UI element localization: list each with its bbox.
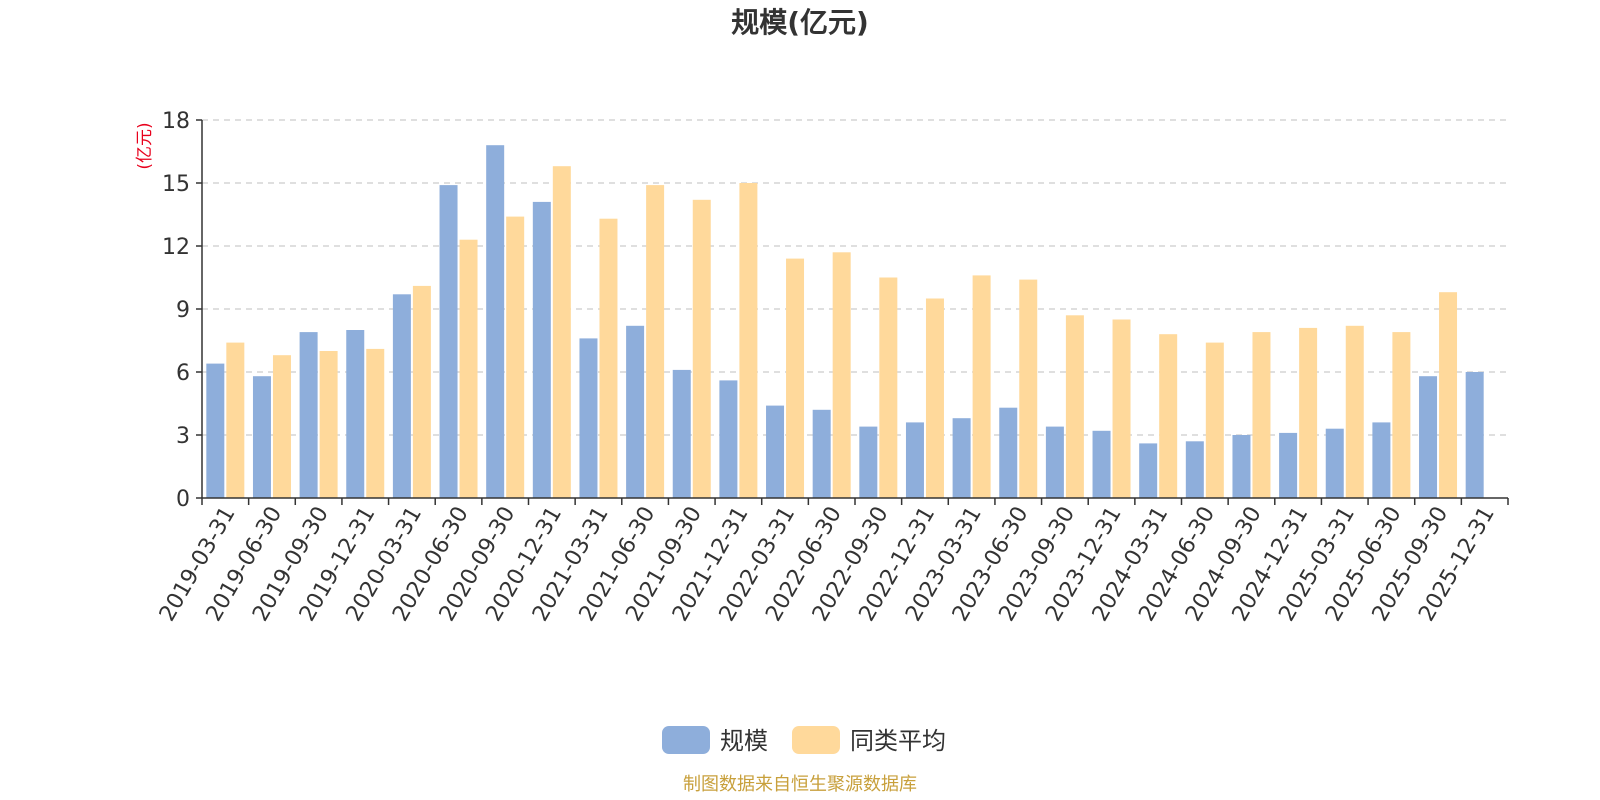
bar-scale	[1185, 441, 1204, 498]
bar-scale	[439, 185, 458, 498]
bar-scale	[252, 376, 271, 498]
bar-peer-average	[1112, 319, 1131, 498]
y-axis-ticks: 0 3 6 9 12 15 18	[162, 109, 202, 512]
bar-scale	[1325, 428, 1344, 498]
bar-scale	[1419, 376, 1438, 498]
bar-peer-average	[646, 185, 665, 498]
bar-scale	[206, 363, 225, 498]
bar-peer-average	[1439, 292, 1458, 498]
bar-peer-average	[552, 166, 571, 498]
bar-peer-average	[879, 277, 898, 498]
bar-scale	[1045, 426, 1064, 498]
y-tick-label: 9	[176, 298, 190, 323]
bar-peer-average	[272, 355, 291, 498]
bar-peer-average	[1065, 315, 1084, 498]
legend-swatch	[662, 726, 710, 754]
bar-peer-average	[319, 351, 338, 498]
bar-peer-average	[1252, 332, 1271, 498]
bar-scale	[952, 418, 971, 498]
bar-scale	[812, 409, 831, 498]
bar-peer-average	[1205, 342, 1224, 498]
bar-scale	[766, 405, 785, 498]
source-note: 制图数据来自恒生聚源数据库	[683, 774, 917, 795]
bar-scale	[626, 325, 645, 498]
grid-lines	[202, 119, 1508, 436]
bar-scale	[392, 294, 411, 498]
legend-swatch	[792, 726, 840, 754]
bar-peer-average	[459, 239, 478, 498]
bar-peer-average	[226, 342, 245, 498]
bar-peer-average	[972, 275, 991, 498]
bar-peer-average	[1019, 279, 1038, 498]
bar-peer-average	[1392, 332, 1411, 498]
bar-scale	[346, 330, 365, 498]
bar-peer-average	[832, 252, 851, 498]
bar-peer-average	[692, 199, 711, 499]
legend-label: 同类平均	[850, 727, 946, 755]
bar-peer-average	[366, 348, 385, 498]
x-axis-ticks: 2019-03-312019-06-302019-09-302019-12-31…	[155, 498, 1509, 626]
legend-label: 规模	[720, 727, 768, 755]
bar-scale	[1279, 432, 1298, 498]
chart-title: 规模(亿元)	[731, 6, 869, 39]
y-axis-unit-label: (亿元)	[135, 122, 155, 169]
bar-peer-average	[1345, 325, 1364, 498]
bar-scale	[1232, 435, 1251, 498]
bar-peer-average	[925, 298, 944, 498]
bar-scale	[719, 380, 738, 498]
bar-scale	[1465, 372, 1484, 498]
y-tick-label: 15	[162, 172, 190, 197]
bar-scale	[299, 332, 318, 498]
y-tick-label: 0	[176, 487, 190, 512]
bars	[206, 145, 1484, 499]
bar-scale	[905, 422, 924, 498]
bar-scale	[532, 201, 551, 498]
legend: 规模 同类平均	[662, 726, 946, 755]
y-tick-label: 12	[162, 235, 190, 260]
bar-scale	[579, 338, 598, 498]
bar-peer-average	[599, 218, 618, 498]
bar-peer-average	[739, 183, 758, 498]
bar-scale	[999, 407, 1018, 498]
bar-peer-average	[1299, 327, 1318, 498]
bar-peer-average	[412, 285, 431, 498]
bar-peer-average	[786, 258, 805, 498]
bar-scale	[1092, 430, 1111, 498]
y-tick-label: 3	[176, 424, 190, 449]
bar-peer-average	[1159, 334, 1178, 498]
y-tick-label: 18	[162, 109, 190, 134]
bar-scale	[859, 426, 878, 498]
bar-scale	[1372, 422, 1391, 498]
y-tick-label: 6	[176, 361, 190, 386]
bar-peer-average	[506, 216, 525, 498]
bar-scale	[486, 145, 505, 498]
bar-scale	[1139, 443, 1158, 498]
bar-scale	[672, 369, 691, 498]
